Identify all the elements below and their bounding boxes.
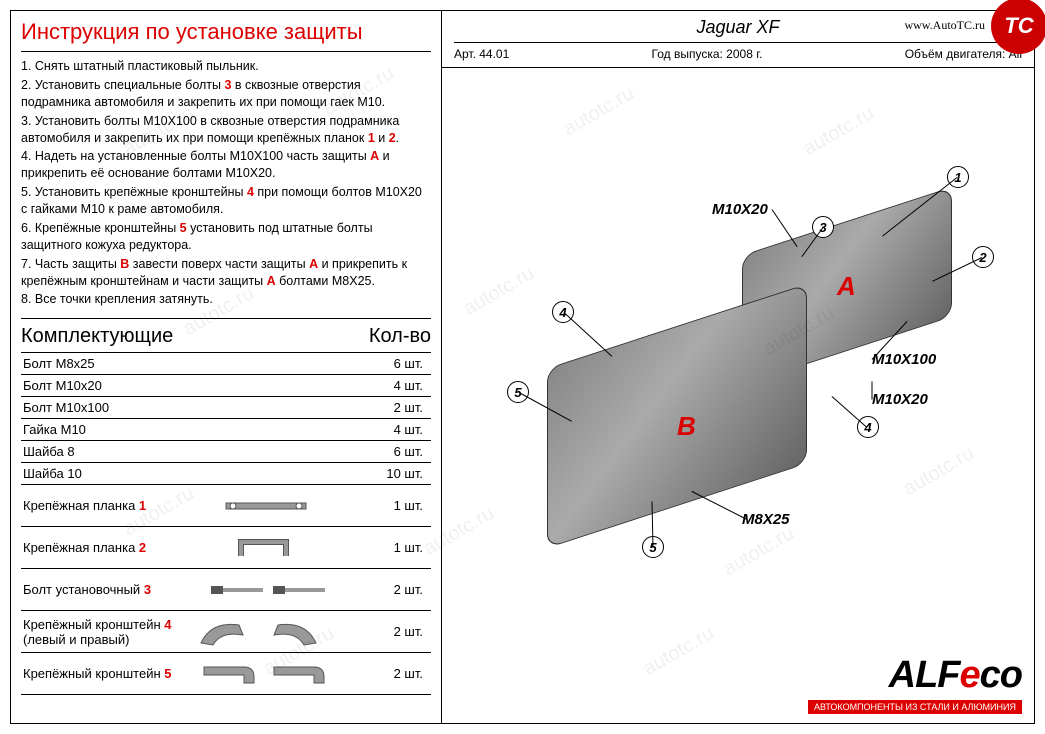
comp-icon [181,653,351,695]
comp-qty: 2 шт. [351,611,431,653]
comp-name: Крепёжный кронштейн 5 [21,653,181,695]
comp-header-left: Комплектующие [21,325,173,348]
comp-qty: 1 шт. [351,527,431,569]
comp-qty: 10 шт. [351,463,431,485]
comp-qty: 2 шт. [351,397,431,419]
leader-line [832,396,868,428]
component-row: Болт М10х100 2 шт. [21,397,431,419]
comp-icon [181,485,351,527]
instruction-step: 3. Установить болты М10Х100 в сквозные о… [21,113,431,147]
comp-name: Шайба 8 [21,441,181,463]
comp-icon [181,375,351,397]
comp-qty: 4 шт. [351,375,431,397]
component-row: Крепёжный кронштейн 5 2 шт. [21,653,431,695]
comp-name: Болт М8х25 [21,353,181,375]
right-column: Jaguar XF Арт. 44.01 Год выпуска: 2008 г… [441,11,1034,723]
doc-title: Инструкция по установке защиты [21,19,431,52]
part-label: B [677,411,696,442]
comp-qty: 6 шт. [351,441,431,463]
comp-icon [181,527,351,569]
comp-name: Крепёжная планка 2 [21,527,181,569]
comp-name: Шайба 10 [21,463,181,485]
left-column: Инструкция по установке защиты 1. Снять … [11,11,441,723]
component-row: Шайба 8 6 шт. [21,441,431,463]
comp-icon [181,353,351,375]
component-row: Болт установочный 3 2 шт. [21,569,431,611]
component-row: Крепёжная планка 1 1 шт. [21,485,431,527]
logo: ALFeco АВТОКОМПОНЕНТЫ ИЗ СТАЛИ И АЛЮМИНИ… [808,654,1022,715]
bolt-label: M10X20 [712,201,768,218]
callout-circle: 4 [857,416,879,438]
component-row: Крепёжный кронштейн 4 (левый и правый) 2 … [21,611,431,653]
component-row: Крепёжная планка 2 1 шт. [21,527,431,569]
comp-icon [181,463,351,485]
leader-line [872,382,873,400]
callout-circle: 1 [947,166,969,188]
components-table: Болт М8х256 шт.Болт М10х204 шт.Болт М10х… [21,353,431,695]
component-row: Гайка М10 4 шт. [21,419,431,441]
part-label: A [837,271,856,302]
instruction-step: 7. Часть защиты В завести поверх части з… [21,256,431,290]
comp-icon [181,419,351,441]
instruction-step: 8. Все точки крепления затянуть. [21,291,431,308]
tc-badge-icon: TC [991,0,1045,54]
product-meta: Арт. 44.01 Год выпуска: 2008 г. Объём дв… [454,42,1022,61]
comp-icon [181,569,351,611]
steps-list: 1. Снять штатный пластиковый пыльник. 2. … [21,58,431,319]
component-row: Шайба 10 10 шт. [21,463,431,485]
comp-header-right: Кол-во [369,325,431,348]
instruction-step: 6. Крепёжные кронштейны 5 установить под… [21,220,431,254]
instruction-step: 2. Установить специальные болты 3 в скво… [21,77,431,111]
callout-circle: 2 [972,246,994,268]
logo-text: ALFeco [808,654,1022,697]
comp-name: Болт М10х20 [21,375,181,397]
comp-icon [181,441,351,463]
comp-qty: 2 шт. [351,569,431,611]
comp-icon [181,397,351,419]
document-frame: Инструкция по установке защиты 1. Снять … [10,10,1035,724]
comp-name: Гайка М10 [21,419,181,441]
component-row: Болт М10х20 4 шт. [21,375,431,397]
leader-line [564,312,613,357]
source-url: www.AutoTC.ru [904,18,985,33]
comp-name: Болт М10х100 [21,397,181,419]
comp-qty: 2 шт. [351,653,431,695]
comp-name: Болт установочный 3 [21,569,181,611]
instruction-step: 4. Надеть на установленные болты М10Х100… [21,148,431,182]
comp-qty: 1 шт. [351,485,431,527]
component-row: Болт М8х25 6 шт. [21,353,431,375]
year: Год выпуска: 2008 г. [652,47,763,61]
bolt-label: M8X25 [742,511,790,528]
comp-icon [181,611,351,653]
bolt-label: M10X20 [872,391,928,408]
components-header: Комплектующие Кол-во [21,319,431,353]
comp-name: Крепёжный кронштейн 4 (левый и правый) [21,611,181,653]
bolt-label: M10X100 [872,351,936,368]
comp-qty: 4 шт. [351,419,431,441]
art-number: Арт. 44.01 [454,47,509,61]
comp-name: Крепёжная планка 1 [21,485,181,527]
leader-line [692,491,747,520]
assembly-diagram: ABM10X20M10X100M10X20M8X251234455 [442,81,1034,643]
comp-qty: 6 шт. [351,353,431,375]
instruction-step: 1. Снять штатный пластиковый пыльник. [21,58,431,75]
instruction-step: 5. Установить крепёжные кронштейны 4 при… [21,184,431,218]
logo-subtitle: АВТОКОМПОНЕНТЫ ИЗ СТАЛИ И АЛЮМИНИЯ [808,700,1022,714]
